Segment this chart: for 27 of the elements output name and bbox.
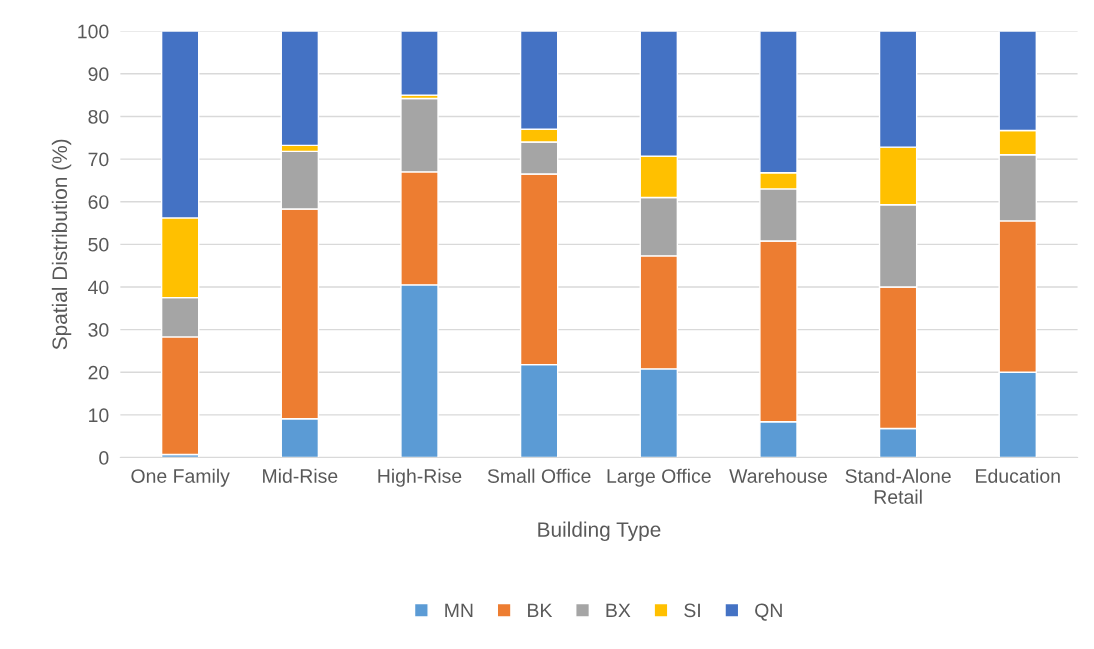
x-axis-title: Building Type	[538, 521, 661, 542]
y-tick-label: 40	[88, 280, 109, 295]
y-tick-label: 20	[88, 365, 109, 380]
x-tick-label: Stand-Alone Retail	[845, 468, 951, 504]
x-tick-label: Mid-Rise	[263, 468, 338, 483]
x-tick-label: Large Office	[607, 468, 711, 487]
y-tick-label: 30	[88, 323, 109, 337]
bar	[400, 31, 439, 96]
legend-label: MN	[445, 603, 473, 618]
y-axis-title: Spatial Distribution (%)	[51, 139, 72, 350]
y-tick-label: 80	[88, 109, 109, 124]
x-tick-label: One Family	[131, 468, 230, 487]
x-tick-label: Small Office	[487, 468, 591, 483]
legend-label: SI	[684, 603, 700, 618]
x-tick-label: Warehouse	[729, 468, 827, 483]
legend-label: BK	[528, 603, 553, 618]
legend-label: BX	[606, 603, 631, 618]
y-tick-label: 50	[88, 237, 109, 252]
y-tick-label: 90	[88, 67, 109, 82]
y-tick-label: 0	[99, 451, 109, 465]
x-tick-label: High-Rise	[378, 468, 462, 487]
y-tick-label: 70	[88, 152, 109, 167]
y-tick-label: 60	[88, 195, 109, 209]
y-tick-label: 10	[89, 408, 109, 423]
y-tick-label: 100	[78, 24, 109, 39]
x-tick-label: Education	[976, 468, 1060, 483]
legend-label: QN	[755, 603, 782, 621]
